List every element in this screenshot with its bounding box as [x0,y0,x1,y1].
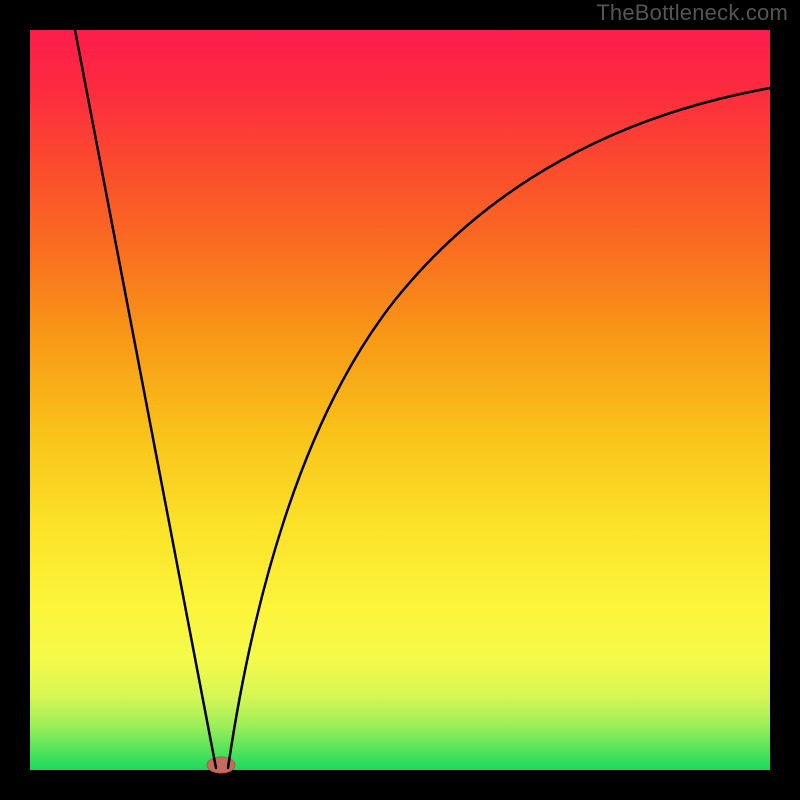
min-marker [207,757,235,773]
chart-plot-area [30,30,770,770]
chart-stage: TheBottleneck.com [0,0,800,800]
bottleneck-chart [0,0,800,800]
